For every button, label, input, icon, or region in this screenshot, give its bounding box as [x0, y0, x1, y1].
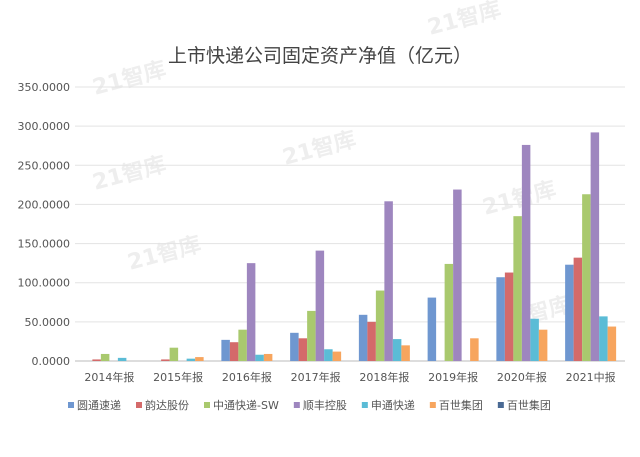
legend-swatch [429, 402, 436, 408]
bar [530, 318, 539, 361]
legend-label: 申通快递 [371, 398, 415, 412]
x-tick-label: 2014年报 [84, 370, 134, 384]
x-tick-label: 2020年报 [497, 370, 547, 384]
x-tick-label: 2018年报 [359, 370, 409, 384]
y-tick-label: 350.0000 [18, 81, 71, 94]
y-tick-label: 250.0000 [18, 159, 71, 172]
bar [324, 349, 333, 361]
bar [298, 338, 308, 361]
y-tick-label: 150.0000 [18, 238, 71, 251]
x-tick-label: 2019年报 [428, 370, 478, 384]
bar [263, 353, 273, 361]
watermark: 21智库 [280, 126, 359, 170]
bar [538, 329, 548, 361]
bar [375, 290, 385, 361]
bar [427, 297, 437, 361]
legend-swatch [361, 402, 368, 408]
y-tick-label: 50.0000 [25, 316, 71, 329]
x-tick-label: 2021中报 [566, 370, 616, 384]
watermark: 21智库 [480, 176, 559, 220]
bar [504, 272, 514, 361]
bar [307, 310, 316, 361]
watermark: 21智库 [125, 231, 204, 275]
bar [582, 194, 591, 361]
legend-label: 韵达股份 [145, 398, 189, 412]
bar [117, 357, 127, 361]
legend-label: 圆通速递 [77, 398, 121, 412]
y-tick-label: 100.0000 [18, 277, 71, 290]
bar [367, 321, 376, 361]
watermark: 21智库 [90, 56, 169, 100]
bar [229, 342, 239, 361]
bar [521, 144, 531, 361]
bar [573, 257, 583, 361]
bar [444, 263, 454, 361]
legend-swatch [204, 402, 210, 408]
x-tick-label: 2017年报 [291, 370, 341, 384]
x-tick-label: 2015年报 [153, 370, 203, 384]
legend-label: 中通快递-SW [213, 398, 279, 412]
bar [332, 351, 342, 361]
bar [290, 332, 299, 361]
bar [496, 277, 505, 361]
bar [100, 353, 110, 361]
y-tick-label: 0.0000 [32, 355, 71, 368]
bar [221, 339, 230, 361]
bar [195, 357, 204, 361]
chart-title: 上市快递公司固定资产净值（亿元） [168, 45, 472, 67]
bar [470, 338, 479, 361]
bar [401, 345, 410, 361]
y-tick-label: 300.0000 [18, 120, 71, 133]
legend-swatch [293, 402, 300, 408]
legend-label: 百世集团 [507, 398, 551, 412]
legend-label: 顺丰控股 [303, 398, 347, 412]
bar [186, 358, 196, 361]
bar [169, 347, 179, 361]
y-tick-label: 200.0000 [18, 198, 71, 211]
bar [607, 326, 617, 361]
x-tick-label: 2016年报 [222, 370, 272, 384]
bar [246, 263, 256, 361]
bar [238, 329, 247, 361]
bar [513, 216, 522, 361]
legend-swatch [136, 402, 142, 408]
legend-label: 百世集团 [439, 398, 483, 412]
bar [384, 201, 393, 361]
bar [590, 132, 600, 361]
legend-swatch [497, 402, 504, 408]
bar [161, 359, 170, 361]
watermark: 21智库 [425, 0, 504, 41]
bar [453, 189, 462, 361]
bar [392, 339, 402, 361]
legend-swatch [68, 402, 74, 408]
bar [92, 359, 101, 361]
bar [565, 264, 574, 361]
bar [315, 250, 325, 361]
bar [255, 354, 264, 361]
bar [358, 314, 368, 361]
watermark: 21智库 [90, 151, 169, 195]
bar [599, 316, 608, 361]
